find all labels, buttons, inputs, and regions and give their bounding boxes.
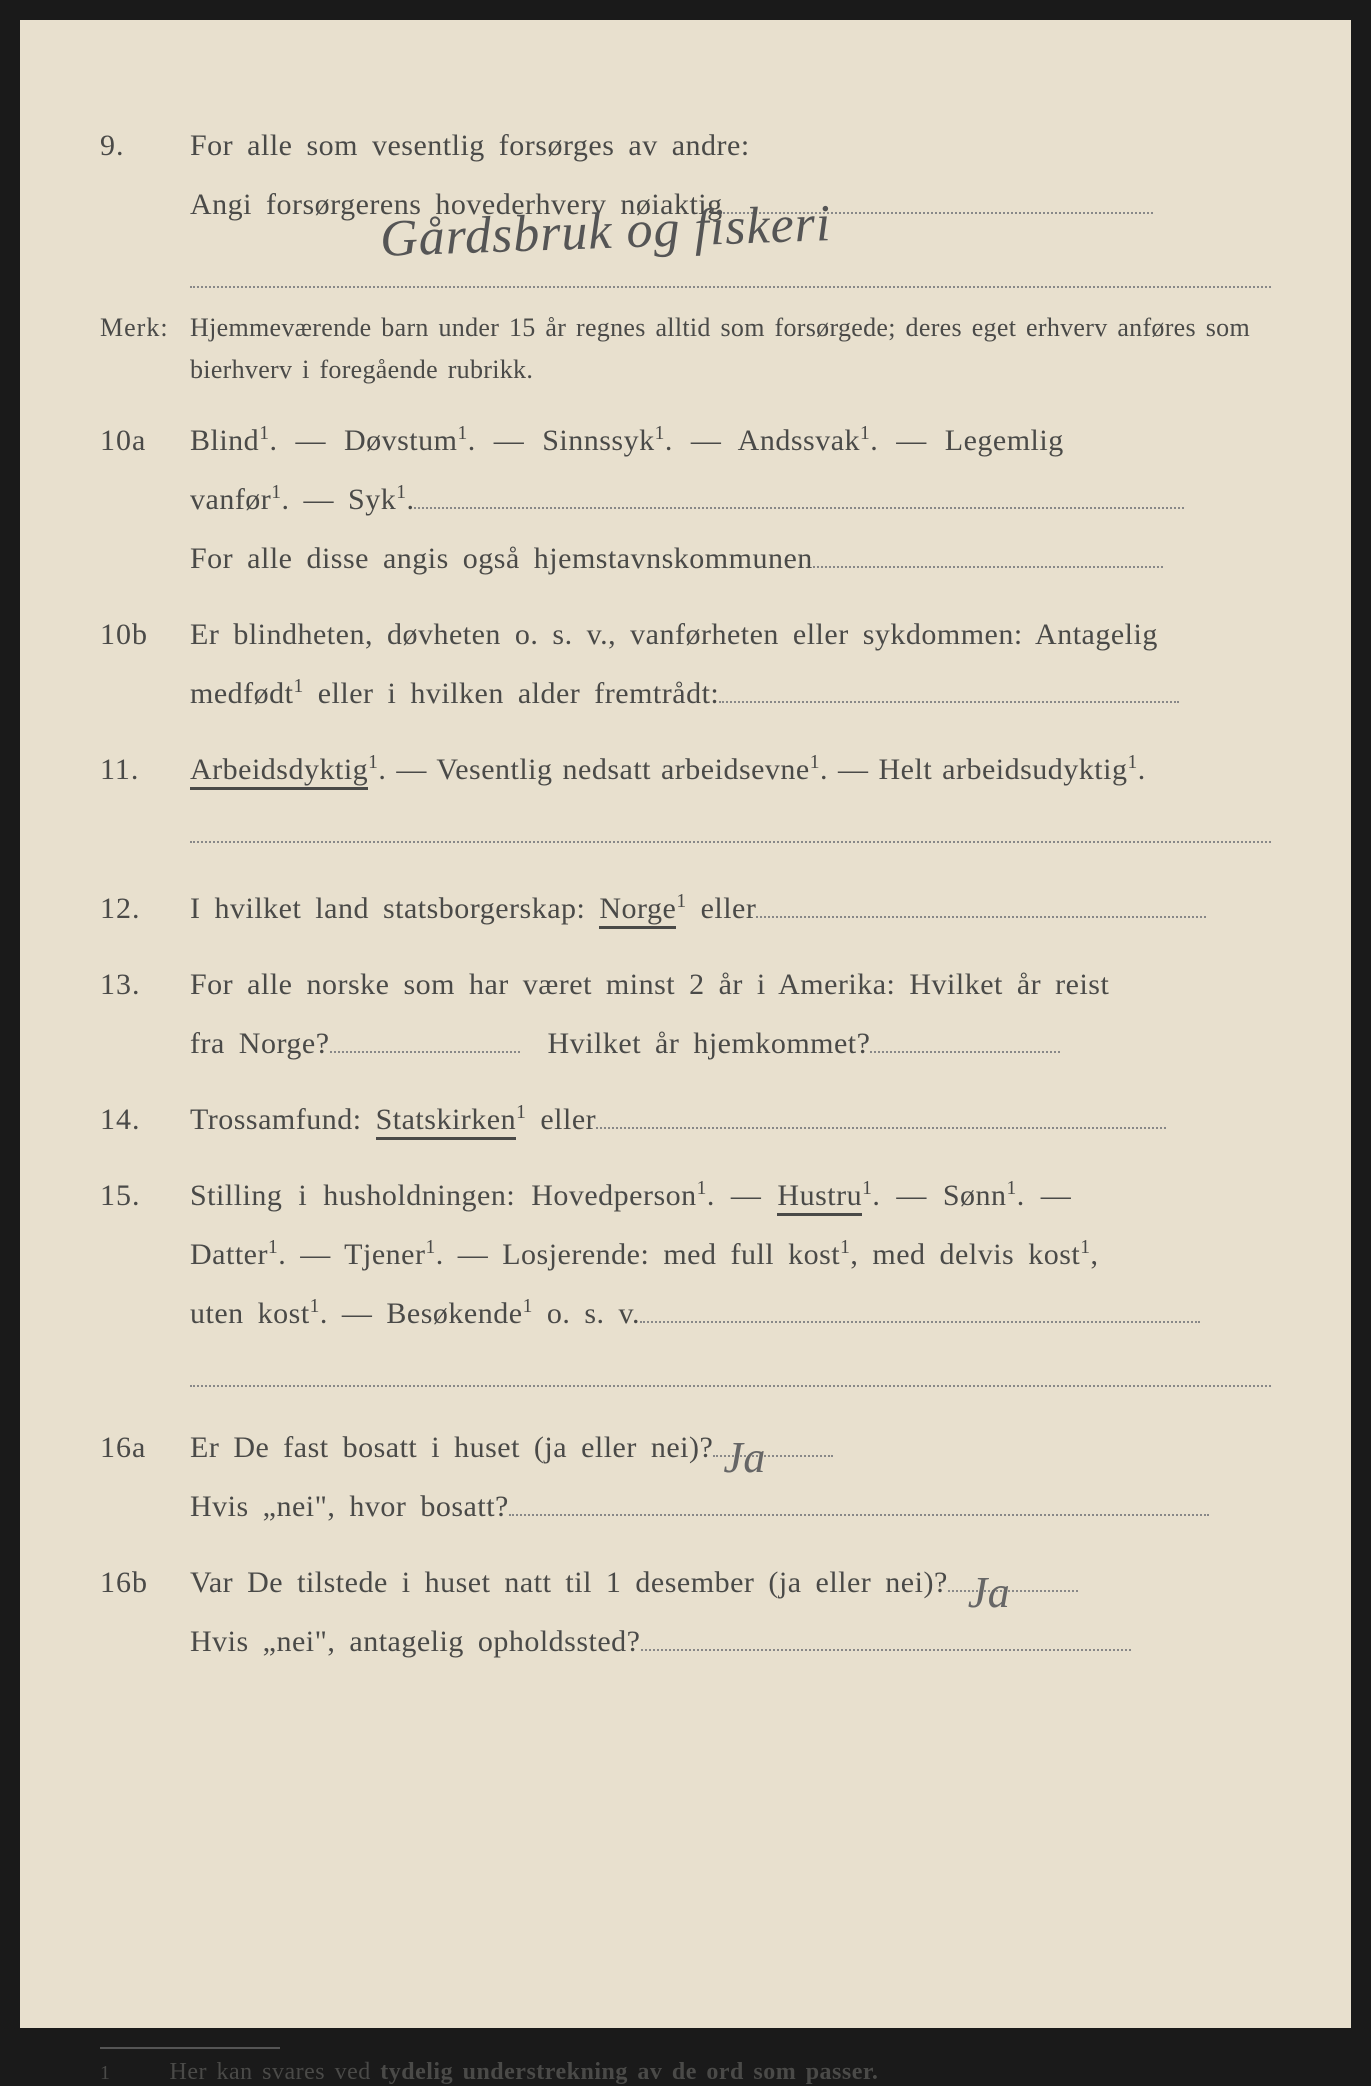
q10a-blank2 [813, 566, 1163, 568]
footnote-rule [100, 2047, 280, 2049]
q13-line1: For alle norske som har været minst 2 år… [190, 959, 1271, 1010]
q15-blank-line [190, 1347, 1271, 1387]
q15-line1: Stilling i husholdningen: Hovedperson1. … [190, 1170, 1271, 1221]
q13-blank1 [330, 1051, 520, 1053]
footnote-num: 1 [100, 2062, 160, 2085]
q15-line2: Datter1. — Tjener1. — Losjerende: med fu… [190, 1229, 1271, 1280]
q10a-line1: Blind1. — Døvstum1. — Sinnssyk1. — Andss… [190, 415, 1271, 466]
q16b-line1: Var De tilstede i huset natt til 1 desem… [190, 1557, 1271, 1608]
q9-line1: For alle som vesentlig forsørges av andr… [190, 120, 1271, 171]
q10a-row1: 10a Blind1. — Døvstum1. — Sinnssyk1. — A… [100, 415, 1271, 466]
q9-row1: 9. For alle som vesentlig forsørges av a… [100, 120, 1271, 171]
merk-text: Hjemmeværende barn under 15 år regnes al… [190, 307, 1271, 390]
q13-num: 13. [100, 959, 190, 1010]
q10a-line3: For alle disse angis også hjemstavnskomm… [190, 533, 1271, 584]
merk-label: Merk: [100, 306, 190, 350]
q13-line2: fra Norge? Hvilket år hjemkommet? [190, 1018, 1271, 1069]
q15-row2: Datter1. — Tjener1. — Losjerende: med fu… [100, 1229, 1271, 1280]
q16b-blank2 [641, 1649, 1131, 1651]
q16a-row2: Hvis „nei", hvor bosatt? [100, 1481, 1271, 1532]
q9-blank2 [190, 286, 1271, 288]
q10b-num: 10b [100, 609, 190, 660]
q16a-num: 16a [100, 1422, 190, 1473]
q10a-num: 10a [100, 415, 190, 466]
q10b-line1: Er blindheten, døvheten o. s. v., vanfør… [190, 609, 1271, 660]
q16b-line2: Hvis „nei", antagelig opholdssted? [190, 1616, 1271, 1667]
q15-blank [640, 1321, 1200, 1323]
q13-blank2 [870, 1051, 1060, 1053]
q12-blank [756, 916, 1206, 918]
q14-row: 14. Trossamfund: Statskirken1 eller [100, 1094, 1271, 1145]
q10a-line2: vanfør1. — Syk1. [190, 474, 1271, 525]
q11-num: 11. [100, 744, 190, 795]
q16a-line1: Er De fast bosatt i huset (ja eller nei)… [190, 1422, 1271, 1473]
q10b-blank [719, 701, 1179, 703]
q15-num: 15. [100, 1170, 190, 1221]
q10b-row1: 10b Er blindheten, døvheten o. s. v., va… [100, 609, 1271, 660]
q15-underlined: Hustru [777, 1179, 862, 1216]
q10a-blank1 [414, 507, 1184, 509]
q11-content: Arbeidsdyktig1. — Vesentlig nedsatt arbe… [190, 744, 1271, 795]
q15-row3: uten kost1. — Besøkende1 o. s. v. [100, 1288, 1271, 1339]
q10a-row2: vanfør1. — Syk1. [100, 474, 1271, 525]
q11-blank-line [190, 803, 1271, 843]
q11-underlined: Arbeidsdyktig [190, 753, 368, 790]
q14-underlined: Statskirken [376, 1103, 517, 1140]
q15-line3: uten kost1. — Besøkende1 o. s. v. [190, 1288, 1271, 1339]
q10b-row2: medfødt1 eller i hvilken alder fremtrådt… [100, 668, 1271, 719]
footnote: 1 Her kan svares ved tydelig understrekn… [100, 2059, 1271, 2086]
q13-row1: 13. For alle norske som har været minst … [100, 959, 1271, 1010]
q16a-row1: 16a Er De fast bosatt i huset (ja eller … [100, 1422, 1271, 1473]
q16a-blank1: Ja [713, 1455, 833, 1457]
q11-row: 11. Arbeidsdyktig1. — Vesentlig nedsatt … [100, 744, 1271, 795]
q16b-blank1: Ja [948, 1590, 1078, 1592]
q14-content: Trossamfund: Statskirken1 eller [190, 1094, 1271, 1145]
footnote-text: Her kan svares ved tydelig understreknin… [170, 2059, 879, 2085]
document-page: 9. For alle som vesentlig forsørges av a… [20, 20, 1351, 2028]
q16a-line2: Hvis „nei", hvor bosatt? [190, 1481, 1271, 1532]
q10b-line2: medfødt1 eller i hvilken alder fremtrådt… [190, 668, 1271, 719]
q9-num: 9. [100, 120, 190, 171]
q14-num: 14. [100, 1094, 190, 1145]
q16b-row1: 16b Var De tilstede i huset natt til 1 d… [100, 1557, 1271, 1608]
q12-num: 12. [100, 883, 190, 934]
q12-underlined: Norge [599, 892, 676, 929]
q16a-blank2 [509, 1514, 1209, 1516]
q13-row2: fra Norge? Hvilket år hjemkommet? [100, 1018, 1271, 1069]
q9-hw-line: Gårdsbruk og fiskeri [190, 230, 1271, 300]
q10a-row3: For alle disse angis også hjemstavnskomm… [100, 533, 1271, 584]
q15-row1: 15. Stilling i husholdningen: Hovedperso… [100, 1170, 1271, 1221]
q12-row: 12. I hvilket land statsborgerskap: Norg… [100, 883, 1271, 934]
merk-row: Merk: Hjemmeværende barn under 15 år reg… [100, 306, 1271, 390]
q14-blank [596, 1127, 1166, 1129]
q16b-num: 16b [100, 1557, 190, 1608]
q12-content: I hvilket land statsborgerskap: Norge1 e… [190, 883, 1271, 934]
q16b-row2: Hvis „nei", antagelig opholdssted? [100, 1616, 1271, 1667]
